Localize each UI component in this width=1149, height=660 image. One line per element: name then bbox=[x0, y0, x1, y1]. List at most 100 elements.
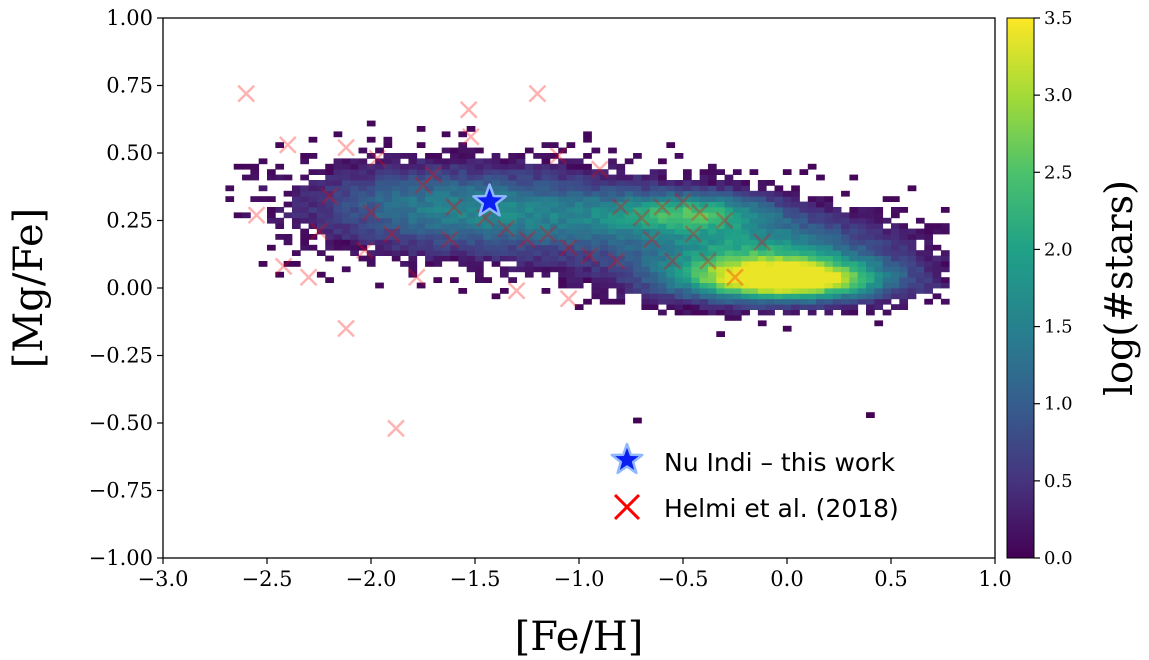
helmi-point bbox=[497, 219, 516, 238]
helmi-point bbox=[310, 222, 328, 241]
heatmap-bin bbox=[416, 185, 426, 192]
heatmap-bin bbox=[524, 239, 534, 246]
heatmap-bin bbox=[816, 201, 825, 208]
heatmap-bin bbox=[691, 266, 701, 273]
heatmap-bin bbox=[699, 169, 709, 175]
heatmap-bin bbox=[541, 223, 551, 229]
heatmap-bin bbox=[899, 228, 909, 235]
heatmap-bin bbox=[633, 228, 642, 235]
heatmap-bin bbox=[516, 158, 526, 165]
heatmap-bin bbox=[699, 212, 709, 219]
heatmap-bin bbox=[391, 212, 401, 219]
heatmap-bin bbox=[408, 244, 418, 251]
heatmap-bin bbox=[716, 190, 725, 197]
heatmap-bin bbox=[341, 217, 351, 224]
heatmap-bin bbox=[658, 288, 667, 294]
heatmap-bin bbox=[450, 217, 459, 224]
heatmap-bin bbox=[416, 158, 426, 165]
heatmap-bin bbox=[824, 266, 834, 273]
heatmap-bin bbox=[541, 239, 551, 246]
heatmap-bin bbox=[899, 277, 909, 283]
heatmap-bin bbox=[341, 201, 351, 208]
heatmap-bin bbox=[491, 261, 501, 267]
heatmap-bin bbox=[899, 266, 909, 273]
heatmap-bin bbox=[866, 271, 875, 278]
heatmap-bin bbox=[458, 147, 468, 154]
heatmap-bin bbox=[499, 201, 509, 208]
heatmap-bin bbox=[816, 266, 825, 273]
heatmap-bin bbox=[932, 266, 942, 273]
heatmap-bin bbox=[824, 255, 834, 262]
heatmap-bin bbox=[608, 163, 617, 170]
heatmap-bin bbox=[491, 169, 501, 175]
colorbar-title: log(#stars) bbox=[1097, 180, 1141, 396]
heatmap-bin bbox=[932, 261, 942, 267]
heatmap-bin bbox=[341, 244, 351, 251]
helmi-point bbox=[559, 238, 578, 257]
heatmap-bin bbox=[940, 277, 950, 283]
heatmap-bin bbox=[308, 169, 318, 175]
heatmap-bin bbox=[366, 163, 376, 170]
helmi-point bbox=[580, 246, 599, 265]
heatmap-bin bbox=[774, 255, 784, 262]
heatmap-bin bbox=[283, 261, 293, 267]
heatmap-bin bbox=[616, 228, 626, 235]
heatmap-bin bbox=[391, 250, 401, 256]
heatmap-bin bbox=[666, 196, 676, 202]
heatmap-bin bbox=[458, 234, 468, 240]
heatmap-bin bbox=[749, 288, 759, 294]
heatmap-bin bbox=[391, 201, 401, 208]
heatmap-bin bbox=[724, 207, 734, 213]
heatmap-bin bbox=[674, 190, 684, 197]
heatmap-bin bbox=[391, 234, 401, 240]
heatmap-bin bbox=[599, 234, 609, 240]
heatmap-bin bbox=[816, 250, 825, 256]
heatmap-bin bbox=[541, 185, 551, 192]
heatmap-bin bbox=[583, 234, 592, 240]
heatmap-bin bbox=[475, 228, 484, 235]
heatmap-bin bbox=[541, 153, 551, 159]
heatmap-bin bbox=[932, 277, 942, 283]
x-tick-label: −0.5 bbox=[658, 567, 709, 591]
heatmap-bin bbox=[891, 293, 900, 300]
heatmap-bin bbox=[683, 207, 692, 213]
heatmap-bin bbox=[849, 207, 859, 213]
heatmap-bin bbox=[291, 190, 301, 197]
heatmap-bin bbox=[782, 190, 792, 197]
heatmap-bin bbox=[391, 180, 401, 186]
heatmap-bin bbox=[608, 244, 617, 251]
heatmap-bin bbox=[350, 228, 359, 235]
heatmap-bin bbox=[724, 185, 734, 192]
heatmap-bin bbox=[499, 158, 509, 165]
heatmap-bin bbox=[832, 207, 842, 213]
heatmap-bin bbox=[683, 266, 692, 273]
heatmap-bin bbox=[807, 298, 817, 305]
heatmap-bin bbox=[749, 190, 759, 197]
heatmap-bin bbox=[707, 180, 717, 186]
heatmap-bin bbox=[333, 223, 343, 229]
heatmap-bin bbox=[275, 217, 285, 224]
heatmap-bin bbox=[533, 180, 542, 186]
heatmap-bin bbox=[716, 277, 725, 283]
heatmap-bin bbox=[757, 266, 767, 273]
heatmap-bin bbox=[641, 277, 651, 283]
heatmap-bin bbox=[641, 190, 651, 197]
heatmap-bin bbox=[475, 261, 484, 267]
heatmap-bin bbox=[866, 255, 875, 262]
heatmap-bin bbox=[458, 217, 468, 224]
heatmap-bin bbox=[574, 201, 584, 208]
heatmap-bin bbox=[807, 163, 817, 170]
heatmap-bin bbox=[599, 266, 609, 273]
heatmap-bin bbox=[841, 190, 850, 197]
heatmap-bin bbox=[599, 212, 609, 219]
heatmap-bin bbox=[832, 234, 842, 240]
heatmap-bin bbox=[824, 261, 834, 267]
helmi-point bbox=[690, 203, 709, 222]
heatmap-bin bbox=[408, 158, 418, 165]
heatmap-bin bbox=[649, 288, 659, 294]
heatmap-bin bbox=[641, 228, 651, 235]
heatmap-bin bbox=[433, 196, 443, 202]
heatmap-bin bbox=[333, 239, 343, 246]
heatmap-bin bbox=[741, 261, 750, 267]
heatmap-bin bbox=[524, 223, 534, 229]
